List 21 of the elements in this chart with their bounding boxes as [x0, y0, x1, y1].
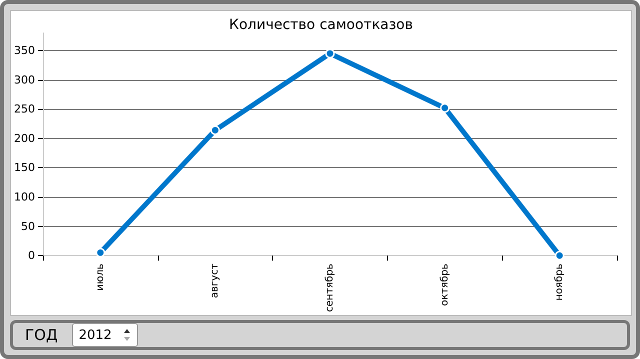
- y-tick-label: 300: [14, 73, 35, 86]
- y-tick-label: 350: [14, 44, 35, 58]
- x-tick-label: август: [210, 263, 221, 298]
- y-tick-label: 0: [28, 249, 35, 262]
- chart-title: Количество самоотказов: [229, 17, 413, 33]
- year-spinner: 2012: [72, 323, 138, 347]
- y-tick-label: 150: [14, 161, 35, 174]
- y-tick-label: 50: [20, 220, 35, 233]
- point: [210, 125, 220, 135]
- y-tick-label: 250: [14, 102, 35, 116]
- x-tick-label: ноябрь: [554, 263, 566, 301]
- point: [440, 103, 450, 113]
- point: [554, 250, 564, 260]
- x-tick-label: июль: [94, 263, 106, 291]
- point: [96, 248, 106, 258]
- x-tick-label: сентябрь: [324, 263, 336, 312]
- text: ГОД: [25, 326, 58, 344]
- y-tick-label: 200: [14, 132, 35, 145]
- y-tick-label: 100: [14, 190, 35, 204]
- x-tick-label: октябрь: [439, 263, 450, 306]
- point: [325, 48, 335, 58]
